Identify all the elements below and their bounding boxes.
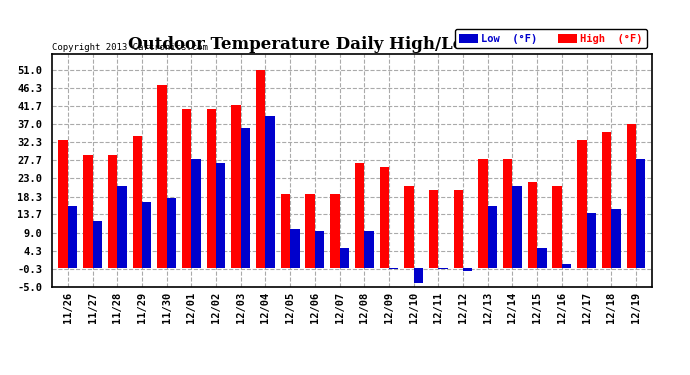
Bar xyxy=(142,202,151,267)
Bar xyxy=(166,198,176,267)
Bar xyxy=(578,140,586,267)
Bar xyxy=(562,264,571,267)
Bar xyxy=(315,231,324,267)
Legend: Low  (°F), High  (°F): Low (°F), High (°F) xyxy=(455,29,647,48)
Bar xyxy=(191,159,201,267)
Bar xyxy=(330,194,339,267)
Title: Outdoor Temperature Daily High/Low 20131220: Outdoor Temperature Daily High/Low 20131… xyxy=(128,36,576,53)
Bar xyxy=(92,221,102,267)
Bar xyxy=(108,155,117,267)
Bar xyxy=(364,231,374,267)
Bar xyxy=(380,167,389,267)
Bar xyxy=(281,194,290,267)
Bar xyxy=(306,194,315,267)
Bar xyxy=(206,109,216,267)
Bar xyxy=(231,105,241,267)
Bar xyxy=(404,186,414,267)
Bar xyxy=(68,206,77,267)
Bar xyxy=(182,109,191,267)
Bar xyxy=(117,186,126,267)
Bar xyxy=(438,267,448,269)
Bar xyxy=(586,213,596,267)
Bar xyxy=(513,186,522,267)
Bar xyxy=(241,128,250,267)
Bar xyxy=(454,190,463,267)
Bar xyxy=(414,267,423,283)
Bar xyxy=(611,209,621,267)
Bar xyxy=(463,267,473,272)
Bar xyxy=(528,182,538,267)
Bar xyxy=(429,190,438,267)
Bar xyxy=(256,70,266,267)
Bar xyxy=(503,159,513,267)
Bar xyxy=(488,206,497,267)
Bar xyxy=(355,163,364,267)
Bar xyxy=(602,132,611,267)
Bar xyxy=(478,159,488,267)
Bar xyxy=(636,159,645,267)
Bar xyxy=(157,86,166,267)
Bar xyxy=(59,140,68,267)
Bar xyxy=(389,267,398,269)
Bar xyxy=(538,248,546,267)
Bar xyxy=(339,248,349,267)
Bar xyxy=(553,186,562,267)
Bar xyxy=(266,116,275,267)
Bar xyxy=(627,124,636,267)
Bar xyxy=(132,136,142,267)
Bar xyxy=(216,163,226,267)
Bar xyxy=(290,229,299,267)
Text: Copyright 2013 Cartronics.com: Copyright 2013 Cartronics.com xyxy=(52,43,208,52)
Bar xyxy=(83,155,92,267)
